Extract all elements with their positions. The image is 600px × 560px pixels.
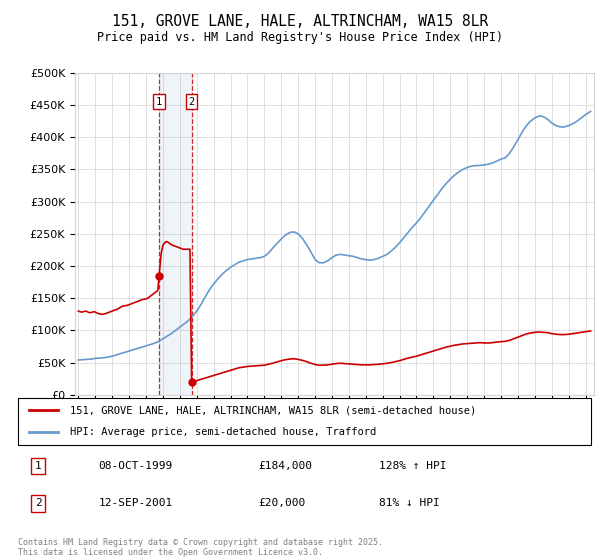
Text: HPI: Average price, semi-detached house, Trafford: HPI: Average price, semi-detached house,…: [70, 427, 376, 437]
Text: 81% ↓ HPI: 81% ↓ HPI: [379, 498, 440, 508]
Text: 12-SEP-2001: 12-SEP-2001: [98, 498, 172, 508]
Text: £184,000: £184,000: [259, 461, 313, 471]
Bar: [159, 73, 191, 395]
FancyBboxPatch shape: [18, 398, 591, 445]
Text: Contains HM Land Registry data © Crown copyright and database right 2025.
This d: Contains HM Land Registry data © Crown c…: [18, 538, 383, 557]
Text: 1: 1: [156, 97, 162, 107]
Text: 1: 1: [35, 461, 41, 471]
Text: Price paid vs. HM Land Registry's House Price Index (HPI): Price paid vs. HM Land Registry's House …: [97, 31, 503, 44]
Text: 2: 2: [188, 97, 195, 107]
Text: 2: 2: [35, 498, 41, 508]
Text: 151, GROVE LANE, HALE, ALTRINCHAM, WA15 8LR: 151, GROVE LANE, HALE, ALTRINCHAM, WA15 …: [112, 14, 488, 29]
Text: 128% ↑ HPI: 128% ↑ HPI: [379, 461, 446, 471]
Text: 08-OCT-1999: 08-OCT-1999: [98, 461, 172, 471]
Text: £20,000: £20,000: [259, 498, 306, 508]
Text: 151, GROVE LANE, HALE, ALTRINCHAM, WA15 8LR (semi-detached house): 151, GROVE LANE, HALE, ALTRINCHAM, WA15 …: [70, 405, 476, 416]
